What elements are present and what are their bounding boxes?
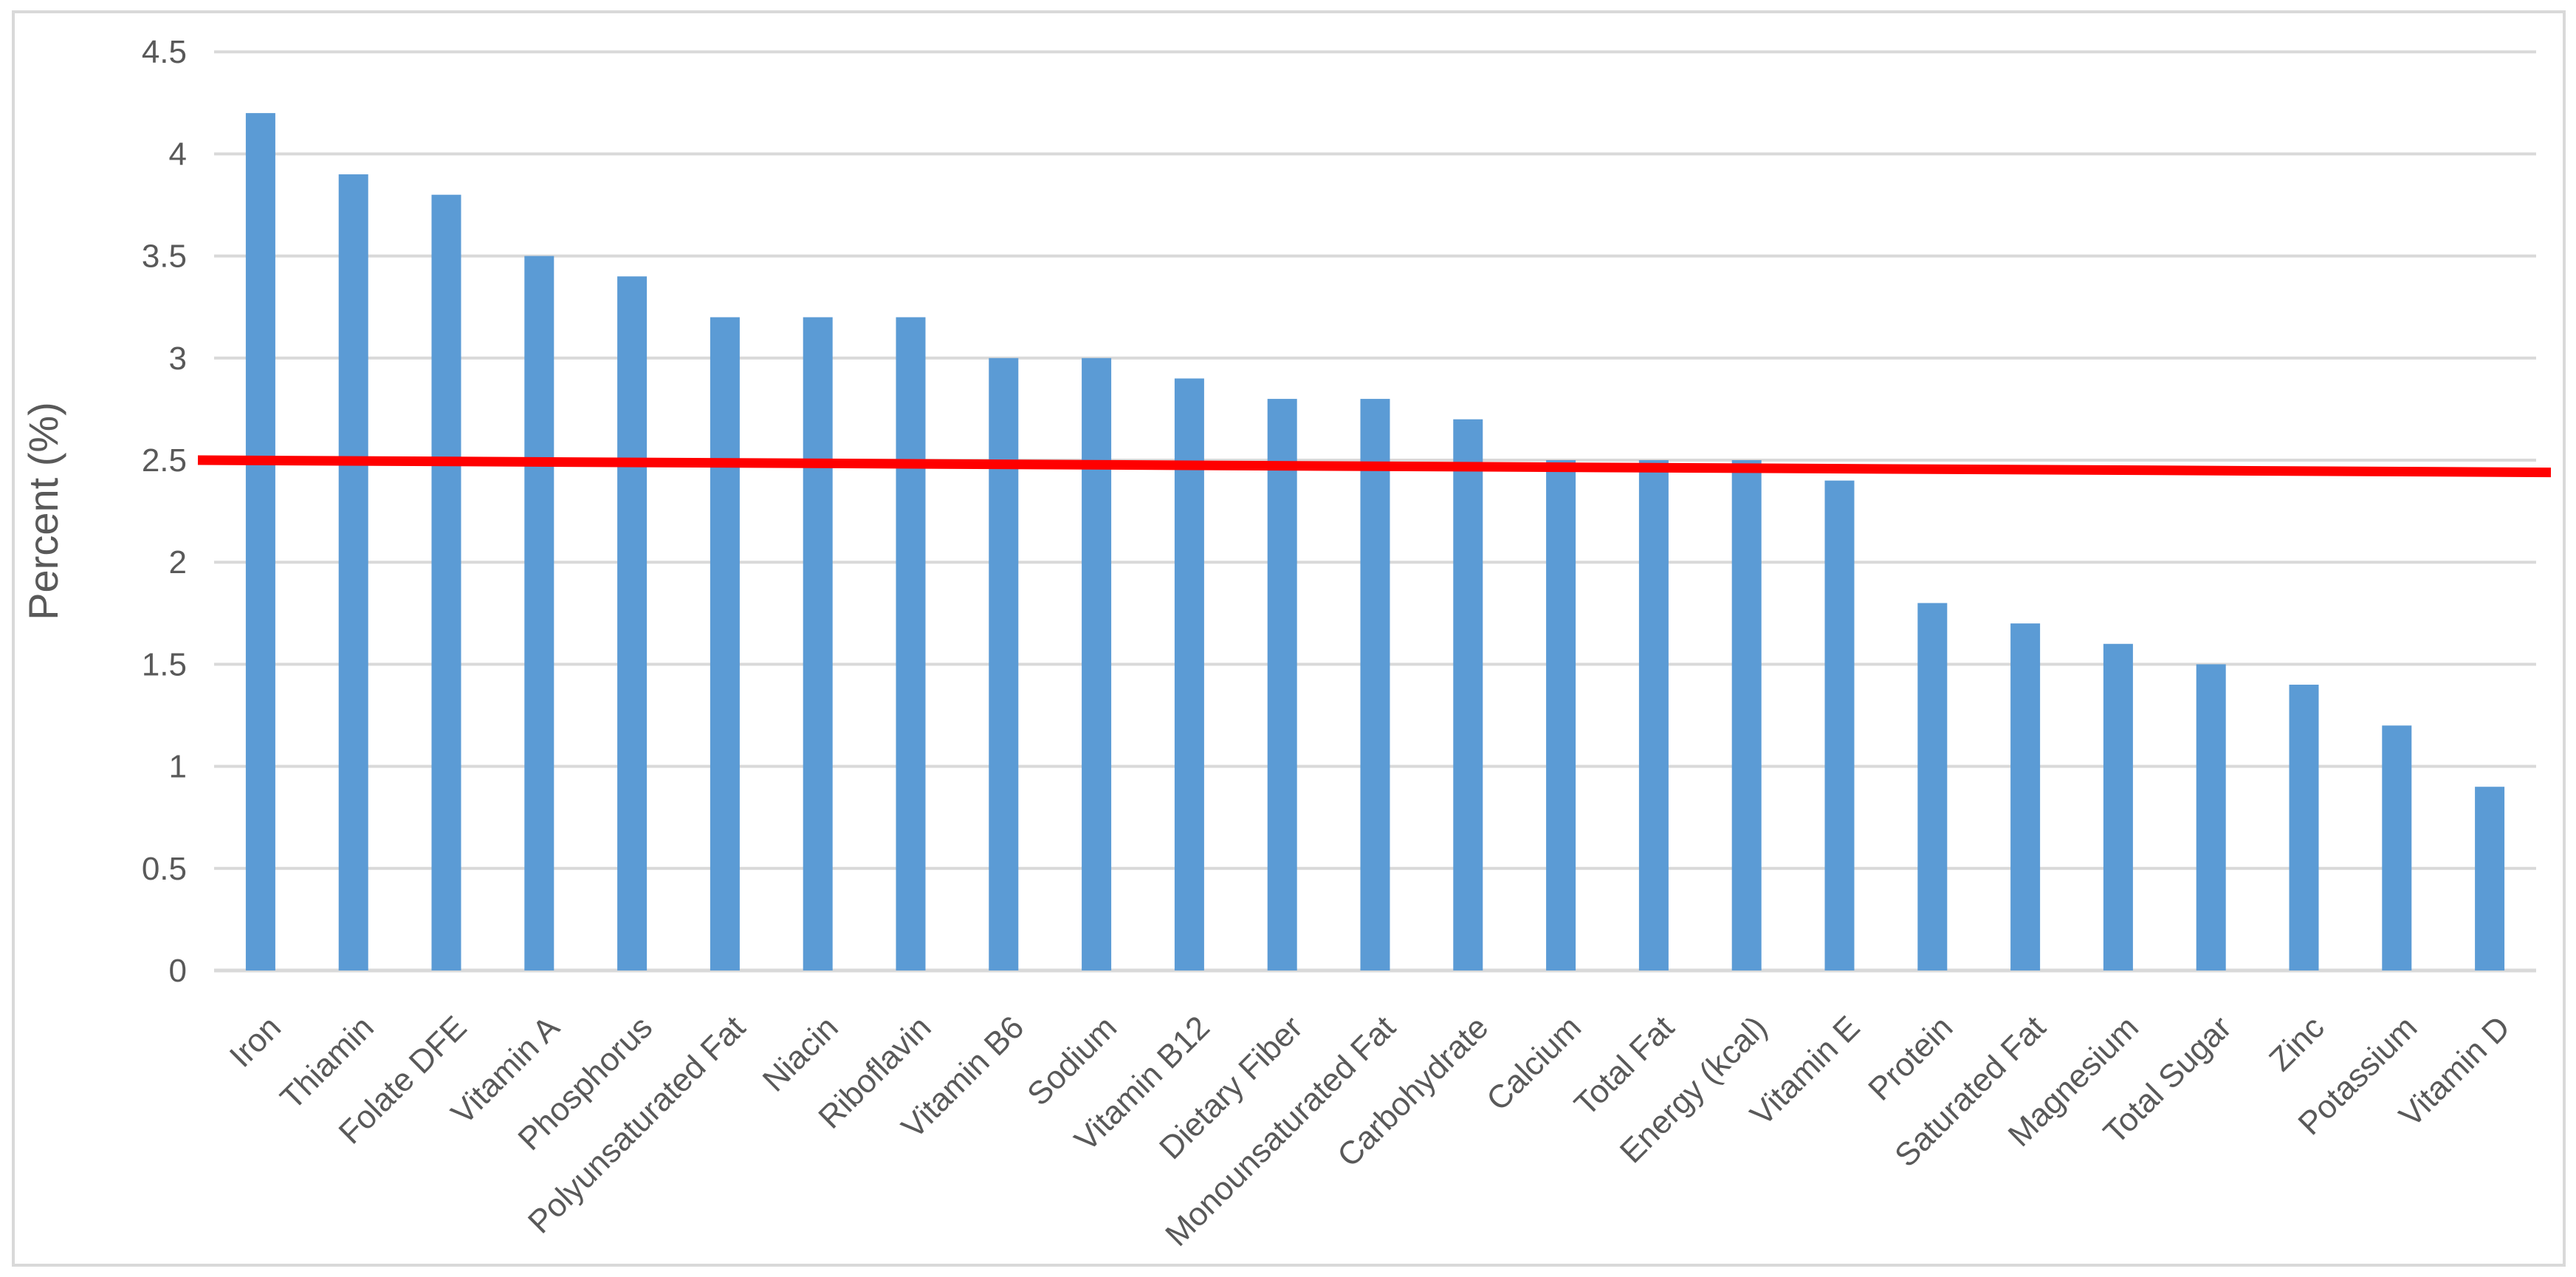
bar [1824, 480, 1855, 970]
bar [245, 113, 275, 970]
y-axis-labels: 0 0.5 1 1.5 2 2.5 3 3.5 4 4.5 [142, 34, 187, 989]
bar [524, 256, 554, 971]
bar [338, 174, 368, 970]
bar [1638, 460, 1669, 970]
reference-line [197, 455, 2552, 478]
bar [1546, 460, 1576, 970]
y-tick-label: 3 [169, 340, 187, 377]
bar [1174, 378, 1204, 970]
bar [2475, 787, 2505, 970]
y-tick-label: 1.5 [142, 646, 187, 682]
gridlines [214, 50, 2536, 973]
bar [1360, 399, 1390, 970]
bar [1453, 419, 1483, 970]
y-tick-label: 4.5 [142, 34, 187, 70]
bar [989, 357, 1019, 970]
bar [431, 194, 461, 971]
bar [2103, 643, 2133, 970]
bar [2010, 623, 2041, 970]
bars [245, 113, 2505, 971]
bar [896, 317, 926, 970]
bar [803, 317, 833, 970]
bar [2196, 664, 2226, 970]
bar [1082, 357, 1112, 970]
y-tick-label: 1 [169, 749, 187, 785]
y-tick-label: 4 [169, 136, 187, 172]
y-tick-label: 3.5 [142, 239, 187, 275]
y-axis-title: Percent (%) [20, 402, 66, 620]
bar [1731, 460, 1762, 970]
bar [710, 317, 740, 970]
bar [1267, 399, 1297, 970]
y-tick-label: 2.5 [142, 442, 187, 479]
bar [2382, 725, 2412, 970]
chart-frame [12, 10, 2566, 1267]
y-tick-label: 0 [169, 953, 187, 989]
y-tick-label: 2 [169, 544, 187, 581]
bar [1917, 603, 1948, 970]
y-tick-label: 0.5 [142, 851, 187, 887]
bar [617, 276, 648, 970]
bar [2289, 685, 2319, 970]
